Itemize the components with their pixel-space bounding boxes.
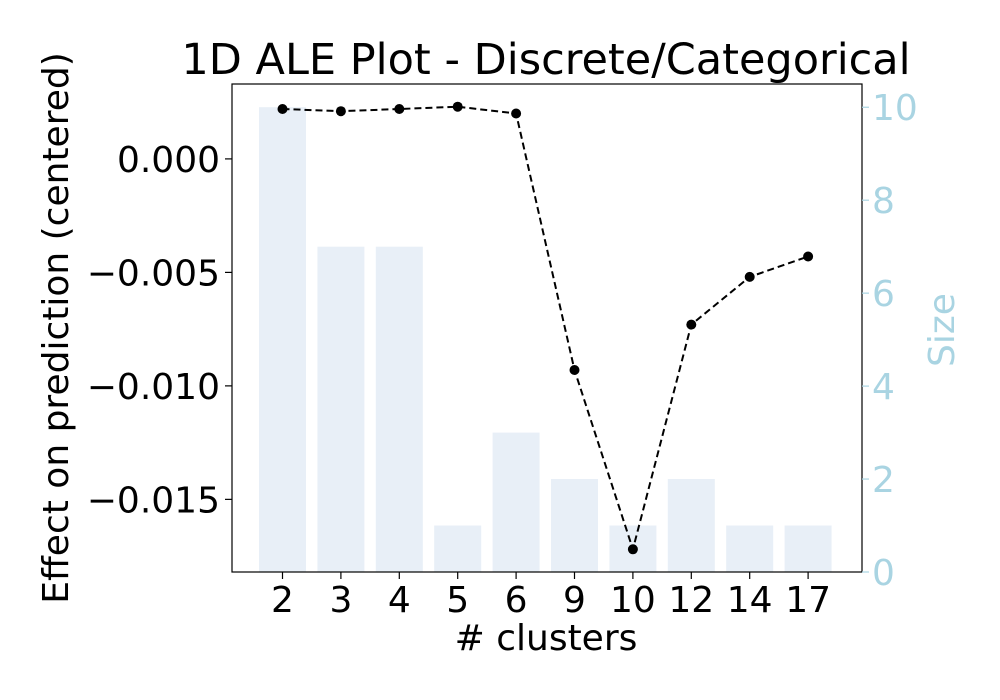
plot-frame bbox=[231, 83, 863, 573]
y-left-tick-label: 0.000 bbox=[117, 140, 220, 181]
size-bar-5 bbox=[434, 525, 482, 572]
x-tick-label: 10 bbox=[610, 580, 656, 621]
x-axis-label: # clusters bbox=[455, 618, 638, 659]
x-tick-label: 12 bbox=[668, 580, 714, 621]
effect-point-9 bbox=[569, 365, 580, 375]
effect-point-2 bbox=[277, 104, 288, 114]
effect-point-3 bbox=[335, 106, 346, 117]
effect-point-12 bbox=[686, 319, 697, 330]
effect-point-6 bbox=[511, 108, 522, 119]
y-left-tick-label: −0.010 bbox=[87, 367, 220, 408]
x-tick-label: 14 bbox=[727, 580, 773, 621]
x-tick-label: 3 bbox=[329, 580, 352, 621]
y-axis-label: Effect on prediction (centered) bbox=[36, 52, 77, 604]
effect-point-17 bbox=[803, 251, 814, 262]
size-bar-12 bbox=[667, 479, 715, 572]
x-tick-label: 17 bbox=[785, 580, 831, 621]
y-axis-right-label: Size bbox=[922, 293, 963, 367]
y-axis-right: 0 2 4 6 8 10 bbox=[862, 88, 918, 594]
y-right-tick-label: 6 bbox=[872, 274, 895, 315]
y-left-tick-label: −0.015 bbox=[87, 480, 220, 521]
line-layer bbox=[277, 101, 814, 555]
chart-title: 1D ALE Plot - Discrete/Categorical bbox=[181, 35, 910, 85]
y-left-tick-label: −0.005 bbox=[87, 253, 220, 294]
size-bar-17 bbox=[784, 525, 832, 572]
size-bar-6 bbox=[492, 432, 540, 572]
x-tick-label: 5 bbox=[446, 580, 469, 621]
size-bar-2 bbox=[259, 107, 306, 572]
y-right-tick-label: 2 bbox=[872, 460, 895, 501]
y-right-tick-label: 10 bbox=[872, 88, 918, 129]
effect-point-10 bbox=[627, 544, 638, 555]
effect-line bbox=[282, 105, 809, 553]
x-tick-label: 4 bbox=[388, 580, 411, 621]
size-bar-9 bbox=[551, 479, 598, 572]
bars-layer bbox=[259, 107, 832, 572]
y-right-tick-label: 8 bbox=[872, 181, 895, 222]
x-axis: 2 3 4 5 6 9 10 12 14 17 bbox=[271, 572, 831, 621]
x-tick-label: 9 bbox=[563, 580, 586, 621]
size-bar-14 bbox=[726, 525, 774, 572]
y-right-tick-label: 0 bbox=[872, 553, 895, 594]
size-bar-3 bbox=[317, 246, 365, 572]
y-right-tick-label: 4 bbox=[872, 367, 895, 408]
size-bar-4 bbox=[375, 246, 423, 572]
effect-point-5 bbox=[452, 101, 463, 112]
y-axis-left: 0.000 −0.005 −0.010 −0.015 bbox=[87, 140, 232, 521]
x-tick-label: 2 bbox=[271, 580, 294, 621]
effect-point-4 bbox=[394, 104, 405, 114]
effect-point-14 bbox=[744, 271, 755, 282]
x-tick-label: 6 bbox=[505, 580, 528, 621]
